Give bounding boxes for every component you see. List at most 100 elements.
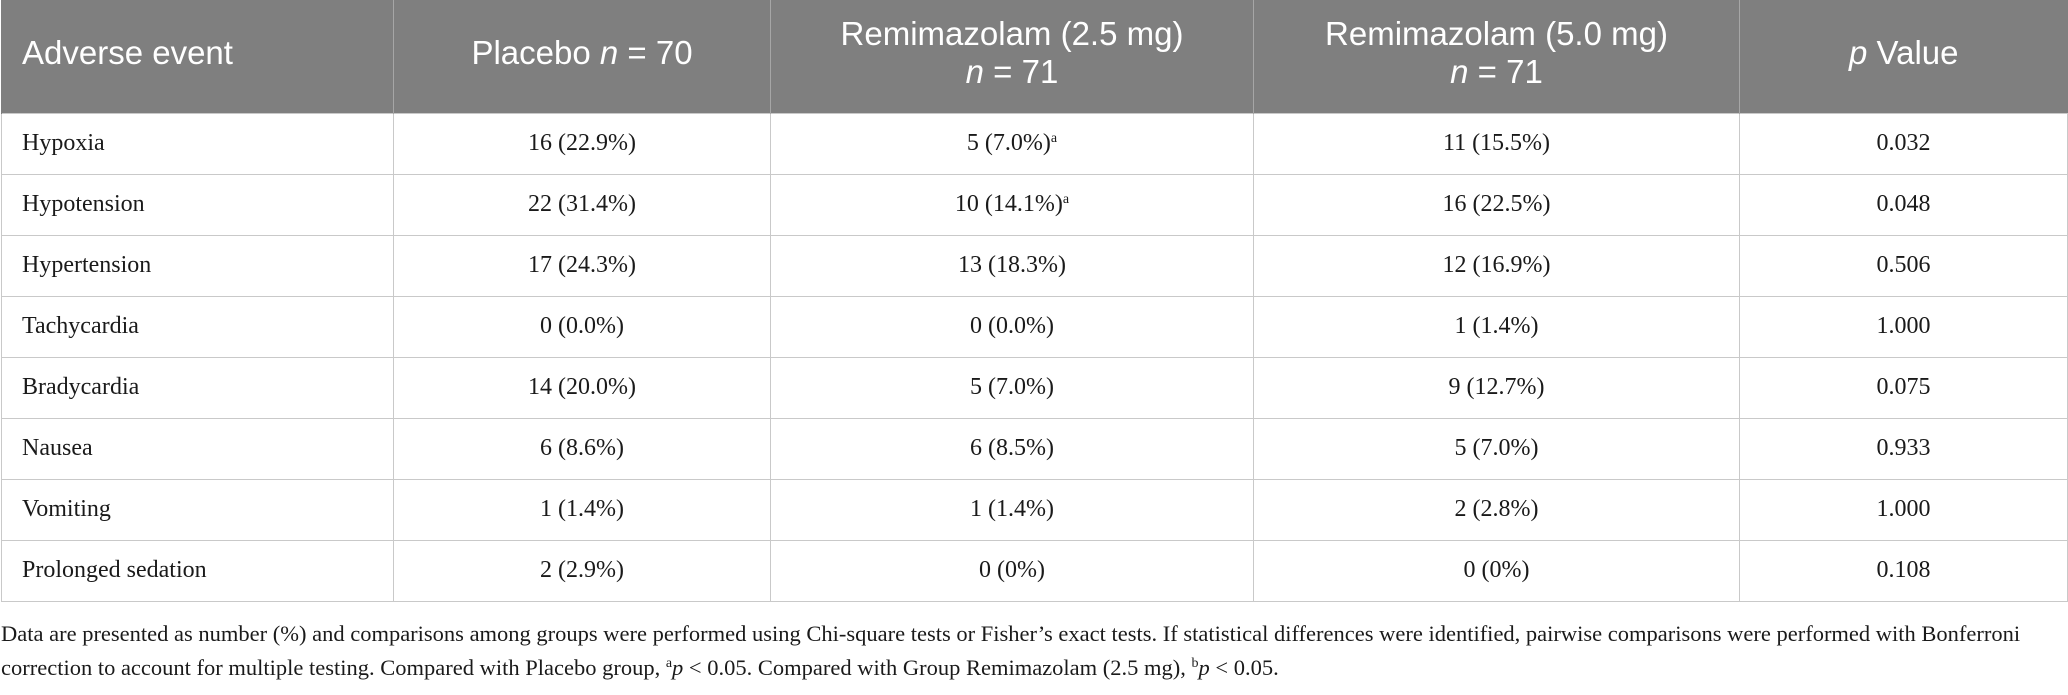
header-line2: n = 71 — [791, 53, 1233, 91]
header-text: Adverse event — [22, 34, 233, 72]
header-text: = 71 — [1468, 53, 1543, 91]
cell-adverse-event-text: Nausea — [22, 435, 93, 461]
cell-remimazolam-2-5-text: 1 (1.4%) — [970, 496, 1054, 522]
cell-remimazolam-5-0: 9 (12.7%) — [1253, 356, 1740, 419]
header-line2: n = 71 — [1274, 53, 1719, 91]
cell-adverse-event: Nausea — [1, 417, 394, 480]
cell-p-value-text: 0.506 — [1876, 252, 1931, 278]
cell-remimazolam-5-0: 16 (22.5%) — [1253, 173, 1740, 236]
cell-remimazolam-2-5-text: 5 (7.0%) — [966, 130, 1051, 156]
header-adverse-event: Adverse event — [1, 0, 394, 113]
footnote-text: Data are presented as number (%) and com… — [1, 621, 2021, 680]
cell-p-value: 1.000 — [1739, 295, 2068, 358]
table-row: Bradycardia 14 (20.0%) 5 (7.0%) 9 (12.7%) 0.… — [1, 356, 2068, 419]
header-text: = 71 — [984, 53, 1059, 91]
cell-p-value-text: 0.108 — [1876, 557, 1931, 583]
cell-remimazolam-5-0: 1 (1.4%) — [1253, 295, 1740, 358]
cell-remimazolam-2-5: 6 (8.5%) — [770, 417, 1254, 480]
header-row: Adverse event Placebo n = 70 Remimazolam… — [1, 0, 2068, 113]
header-text: Value — [1867, 34, 1959, 72]
cell-adverse-event-text: Hypoxia — [22, 130, 105, 156]
cell-remimazolam-5-0-text: 12 (16.9%) — [1442, 252, 1551, 278]
cell-adverse-event-text: Vomiting — [22, 496, 111, 522]
adverse-events-table-wrapper: Adverse event Placebo n = 70 Remimazolam… — [1, 0, 2068, 602]
header-n-italic: n — [965, 53, 985, 91]
cell-remimazolam-5-0-text: 11 (15.5%) — [1442, 130, 1551, 156]
cell-remimazolam-2-5: 10 (14.1%)a — [770, 173, 1254, 236]
table-row: Vomiting 1 (1.4%) 1 (1.4%) 2 (2.8%) 1.000 — [1, 478, 2068, 541]
cell-adverse-event: Hypertension — [1, 234, 394, 297]
cell-adverse-event: Hypoxia — [1, 112, 394, 175]
footnote-text: < 0.05. Compared with Group Remimazolam … — [683, 655, 1192, 680]
footnote-sup-b: b — [1191, 656, 1199, 671]
header-remimazolam-2-5: Remimazolam (2.5 mg) n = 71 — [770, 0, 1254, 113]
header-text: Placebo — [471, 34, 600, 72]
cell-p-value: 0.048 — [1739, 173, 2068, 236]
cell-remimazolam-5-0: 11 (15.5%) — [1253, 112, 1740, 175]
cell-p-value: 0.933 — [1739, 417, 2068, 480]
cell-placebo: 6 (8.6%) — [393, 417, 771, 480]
table-row: Nausea 6 (8.6%) 6 (8.5%) 5 (7.0%) 0.933 — [1, 417, 2068, 480]
cell-remimazolam-2-5: 5 (7.0%) — [770, 356, 1254, 419]
cell-p-value-text: 1.000 — [1876, 496, 1931, 522]
cell-remimazolam-2-5: 0 (0%) — [770, 539, 1254, 602]
cell-remimazolam-2-5: 0 (0.0%) — [770, 295, 1254, 358]
cell-remimazolam-2-5-text: 13 (18.3%) — [958, 252, 1066, 278]
cell-remimazolam-2-5-text: 0 (0.0%) — [970, 313, 1054, 339]
table-row: Prolonged sedation 2 (2.9%) 0 (0%) 0 (0%) 0.… — [1, 539, 2068, 602]
cell-placebo-text: 17 (24.3%) — [528, 252, 636, 278]
cell-remimazolam-2-5-text: 0 (0%) — [979, 557, 1045, 583]
cell-p-value: 0.506 — [1739, 234, 2068, 297]
header-text: = 70 — [618, 34, 693, 72]
header-n-italic: n — [599, 34, 619, 72]
cell-placebo-text: 16 (22.9%) — [528, 130, 636, 156]
cell-remimazolam-5-0-text: 5 (7.0%) — [1454, 435, 1539, 461]
cell-p-value: 1.000 — [1739, 478, 2068, 541]
footnote-marker: a — [1062, 192, 1070, 207]
cell-remimazolam-5-0-text: 0 (0%) — [1463, 557, 1530, 583]
footnote-marker: a — [1050, 131, 1058, 146]
cell-placebo: 1 (1.4%) — [393, 478, 771, 541]
header-placebo: Placebo n = 70 — [393, 0, 771, 113]
table-row: Hypotension 22 (31.4%) 10 (14.1%)a 16 (22.5… — [1, 173, 2068, 236]
cell-placebo-text: 14 (20.0%) — [528, 374, 636, 400]
cell-remimazolam-5-0: 2 (2.8%) — [1253, 478, 1740, 541]
cell-placebo-text: 2 (2.9%) — [540, 557, 624, 583]
header-n-italic: n — [1450, 53, 1469, 91]
cell-remimazolam-5-0-text: 2 (2.8%) — [1454, 496, 1539, 522]
cell-adverse-event: Bradycardia — [1, 356, 394, 419]
cell-remimazolam-2-5: 5 (7.0%)a — [770, 112, 1254, 175]
cell-p-value-text: 0.032 — [1876, 130, 1931, 156]
cell-adverse-event-text: Tachycardia — [22, 313, 139, 339]
cell-adverse-event-text: Hypotension — [22, 191, 145, 217]
header-p-italic: p — [1849, 34, 1868, 72]
cell-adverse-event: Tachycardia — [1, 295, 394, 358]
table-footnote: Data are presented as number (%) and com… — [1, 617, 2041, 685]
cell-remimazolam-5-0-text: 1 (1.4%) — [1454, 313, 1539, 339]
table-row: Tachycardia 0 (0.0%) 0 (0.0%) 1 (1.4%) 1.000 — [1, 295, 2068, 358]
header-line1: Remimazolam (5.0 mg) — [1325, 15, 1668, 53]
cell-adverse-event: Hypotension — [1, 173, 394, 236]
cell-placebo-text: 6 (8.6%) — [540, 435, 624, 461]
footnote-sup-a: a — [665, 656, 673, 671]
cell-remimazolam-2-5: 1 (1.4%) — [770, 478, 1254, 541]
table-row: Hypoxia 16 (22.9%) 5 (7.0%)a 11 (15.5%) 0.03… — [1, 112, 2068, 175]
cell-p-value-text: 0.075 — [1876, 374, 1931, 400]
cell-placebo: 0 (0.0%) — [393, 295, 771, 358]
cell-adverse-event-text: Hypertension — [22, 252, 152, 278]
cell-remimazolam-2-5: 13 (18.3%) — [770, 234, 1254, 297]
cell-adverse-event: Vomiting — [1, 478, 394, 541]
table-row: Hypertension 17 (24.3%) 13 (18.3%) 12 (16.9… — [1, 234, 2068, 297]
cell-remimazolam-5-0-text: 16 (22.5%) — [1442, 191, 1551, 217]
cell-p-value-text: 0.933 — [1876, 435, 1931, 461]
cell-placebo: 14 (20.0%) — [393, 356, 771, 419]
footnote-p-italic: p — [1198, 655, 1210, 680]
table-body: Hypoxia 16 (22.9%) 5 (7.0%)a 11 (15.5%) 0.03… — [1, 112, 2068, 602]
footnote-text: < 0.05. — [1209, 655, 1279, 680]
cell-remimazolam-2-5-text: 5 (7.0%) — [970, 374, 1054, 400]
cell-placebo-text: 1 (1.4%) — [540, 496, 624, 522]
cell-p-value-text: 1.000 — [1876, 313, 1931, 339]
footnote-p-italic: p — [672, 655, 684, 680]
cell-remimazolam-5-0: 0 (0%) — [1253, 539, 1740, 602]
cell-placebo-text: 22 (31.4%) — [528, 191, 636, 217]
